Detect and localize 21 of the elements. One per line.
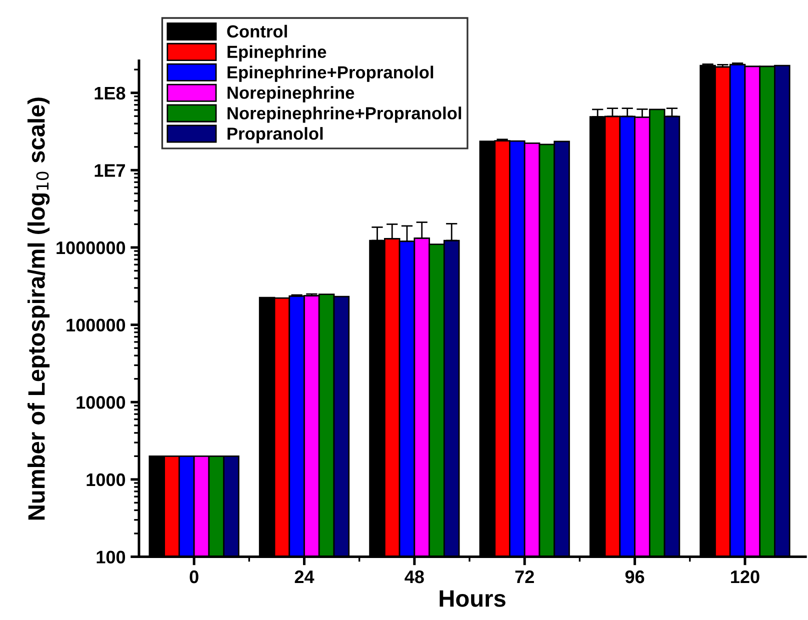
- legend-label: Epinephrine: [228, 45, 326, 62]
- y-tick-label: 1E8: [94, 86, 126, 100]
- legend-label: Norepinephrine+Propranolol: [228, 106, 462, 123]
- x-tick-label: 96: [625, 570, 644, 584]
- x-axis-title: Hours: [440, 590, 506, 607]
- legend-label: Propranolol: [228, 127, 323, 144]
- x-tick-label: 24: [294, 570, 314, 584]
- y-tick-label: 100000: [66, 318, 126, 332]
- y-tick-label: 1000: [86, 473, 126, 486]
- legend-label: Epinephrine+Propranolol: [228, 66, 434, 82]
- legend-label: Norepinephrine: [228, 86, 354, 102]
- y-tick-label: 1000000: [56, 241, 126, 254]
- y-tick-label: 100: [96, 550, 126, 564]
- y-tick-label: 1E7: [94, 164, 125, 177]
- x-tick-label: 120: [731, 570, 760, 584]
- x-tick-label: 48: [404, 570, 424, 584]
- x-tick-label: 0: [190, 570, 198, 584]
- x-tick-label: 72: [515, 570, 534, 584]
- legend-label: Control: [227, 24, 287, 38]
- y-tick-label: 10000: [76, 396, 126, 409]
- y-axis-title: Number of Leptospira/ml (log$_{10}$ scale): [28, 98, 50, 520]
